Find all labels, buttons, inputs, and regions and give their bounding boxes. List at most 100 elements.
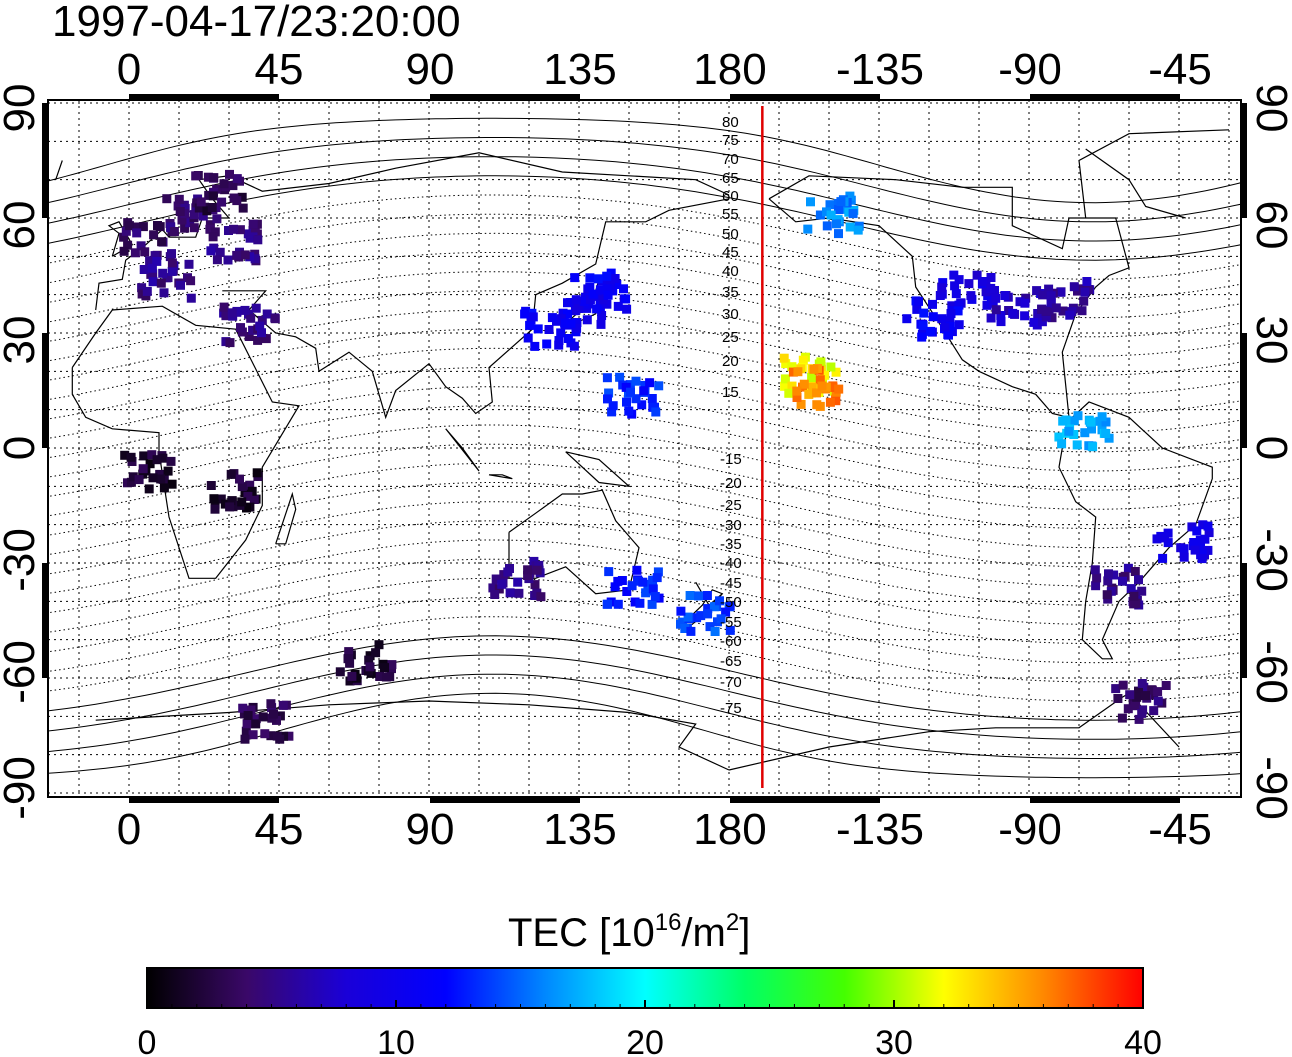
tec-cell [494, 584, 504, 594]
tec-cell [571, 295, 581, 305]
frame-tick-bar [42, 103, 48, 218]
tec-cell [364, 655, 374, 665]
tec-cell [203, 172, 213, 182]
tec-cell [547, 313, 557, 323]
tec-cell [631, 376, 641, 386]
tec-cell [147, 450, 157, 460]
frame-tick-bar [730, 797, 880, 803]
tec-cell [554, 340, 564, 350]
tec-cell [831, 396, 841, 406]
tec-cell [1041, 312, 1051, 322]
latitude-labels-right: 90 60 30 0 -30 -60 -90 [1247, 84, 1292, 820]
tec-cell [836, 197, 846, 207]
tec-cell [124, 221, 134, 231]
tec-cell [832, 219, 841, 229]
tec-cell [592, 304, 602, 314]
tec-cell [272, 715, 281, 725]
tec-cell [189, 223, 199, 233]
tec-cell [807, 373, 817, 382]
tec-cell [710, 627, 720, 636]
tec-cell [205, 220, 215, 230]
mlat-label: 15 [722, 384, 739, 401]
tec-cell [845, 222, 855, 232]
tec-cell [266, 699, 276, 709]
tec-cell [152, 455, 162, 465]
tec-cell [598, 290, 608, 300]
tec-cell [588, 289, 598, 299]
colorbar-tick-label: 0 [138, 1024, 157, 1057]
tec-cell [1130, 701, 1140, 711]
tec-cell [542, 339, 552, 349]
tec-cell [525, 320, 535, 330]
tec-cell [1029, 317, 1039, 327]
tec-cell [1037, 317, 1047, 327]
tec-cell [1147, 685, 1157, 695]
tec-cell [523, 565, 533, 575]
tec-cell [156, 278, 166, 288]
tec-cell [940, 322, 950, 332]
tec-cell [219, 179, 229, 189]
tec-cell [705, 622, 715, 632]
tec-cell [219, 302, 229, 312]
tec-cell [603, 394, 612, 404]
tec-cell [817, 381, 827, 391]
tec-cell [157, 237, 167, 247]
mlat-label: -25 [720, 497, 742, 514]
tec-cell [245, 480, 255, 490]
tec-cell [1056, 287, 1066, 297]
tec-cell [709, 602, 719, 612]
mlat-label: 80 [722, 114, 739, 131]
mlat-label: 55 [722, 206, 739, 223]
tec-cell [137, 283, 147, 293]
tec-cell [257, 315, 267, 325]
tec-cell [528, 312, 538, 322]
tec-cell [536, 592, 546, 602]
tec-cell [1118, 576, 1127, 586]
frame-tick-bar [1241, 333, 1247, 448]
tec-cell [573, 304, 583, 313]
tec-cell [252, 468, 262, 478]
mlat-contour [48, 290, 1241, 376]
tec-cell [1137, 586, 1147, 596]
frame-tick-bar [129, 797, 279, 803]
tec-cell [158, 268, 168, 278]
mlat-label: -70 [720, 674, 742, 691]
tec-cell [272, 731, 282, 741]
tec-cell [227, 496, 237, 506]
tec-cell [1069, 282, 1079, 292]
tec-cell [248, 730, 258, 740]
tec-cell [595, 285, 605, 295]
tec-cell [240, 250, 250, 260]
tec-cell [612, 280, 622, 289]
mlat-contour [48, 386, 1241, 472]
coastline-segment [71, 305, 300, 579]
tec-cell [635, 598, 645, 608]
tec-cell [598, 295, 608, 305]
tec-cell [138, 464, 148, 474]
tec-cell [686, 626, 696, 636]
tec-cell [210, 227, 220, 237]
tec-cell [640, 380, 650, 390]
tec-cell [1087, 424, 1096, 434]
tec-cell [702, 591, 712, 600]
tec-cell [715, 596, 724, 606]
lat-tick-label: 0 [0, 436, 44, 460]
tec-cell [244, 332, 254, 341]
tec-cell [242, 503, 251, 513]
tec-cell [596, 319, 606, 329]
tec-cell [167, 249, 176, 259]
tec-cell [229, 224, 238, 234]
mlat-label: -50 [720, 594, 742, 611]
mlat-contour [48, 635, 1241, 721]
tec-cell [639, 386, 649, 396]
mlat-contour [48, 367, 1241, 453]
coastline-segment [488, 474, 513, 480]
tec-cell [652, 573, 662, 583]
tec-cell [253, 235, 263, 245]
tec-cell [232, 306, 242, 316]
tec-cell [1038, 290, 1048, 300]
tec-cell [928, 299, 937, 309]
tec-cell [680, 624, 690, 633]
tec-cell [828, 381, 838, 391]
tec-cell [184, 259, 194, 269]
